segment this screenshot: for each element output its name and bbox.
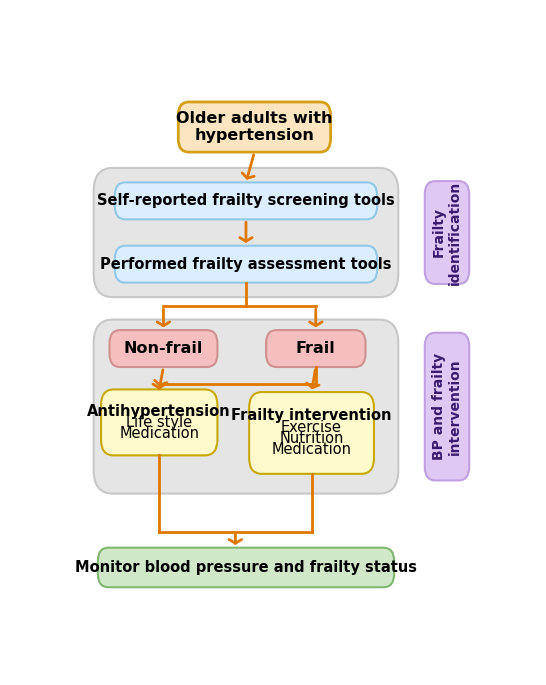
FancyBboxPatch shape [98,548,394,587]
Text: Non-frail: Non-frail [124,341,203,356]
FancyBboxPatch shape [101,390,217,456]
Text: Life style: Life style [126,415,192,430]
Text: Self-reported frailty screening tools: Self-reported frailty screening tools [97,193,395,208]
Text: Frail: Frail [296,341,336,356]
Text: Medication: Medication [271,443,352,458]
FancyBboxPatch shape [115,182,377,219]
FancyBboxPatch shape [266,330,365,367]
Text: Frailty
identification: Frailty identification [432,180,462,285]
Text: Frailty intervention: Frailty intervention [232,408,392,423]
FancyBboxPatch shape [115,246,377,283]
FancyBboxPatch shape [110,330,217,367]
Text: Medication: Medication [119,426,199,441]
FancyBboxPatch shape [425,181,469,284]
FancyBboxPatch shape [178,102,331,152]
FancyBboxPatch shape [425,333,469,480]
FancyBboxPatch shape [249,392,374,474]
FancyBboxPatch shape [94,319,399,494]
Text: Performed frailty assessment tools: Performed frailty assessment tools [100,257,391,272]
Text: Nutrition: Nutrition [280,431,344,446]
Text: Older adults with
hypertension: Older adults with hypertension [176,111,333,143]
Text: Monitor blood pressure and frailty status: Monitor blood pressure and frailty statu… [75,560,417,575]
Text: BP and frailty
intervention: BP and frailty intervention [432,353,462,460]
Text: Exercise: Exercise [281,420,342,435]
FancyBboxPatch shape [94,168,399,297]
Text: Antihypertension: Antihypertension [87,403,231,419]
